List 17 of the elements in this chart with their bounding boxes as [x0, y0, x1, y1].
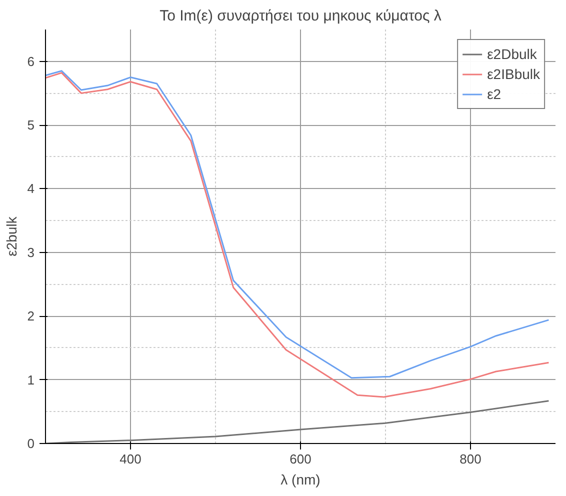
x-tick-label: 400	[120, 452, 142, 466]
y-tick-label: 6	[27, 54, 35, 69]
legend-label: ε2IBbulk	[487, 66, 540, 82]
y-tick-label: 3	[27, 244, 35, 260]
y-tick-label: 4	[27, 181, 35, 196]
y-tick-label: 1	[27, 372, 35, 388]
legend-label: ε2Dbulk	[487, 46, 537, 62]
legend-label: ε2	[487, 86, 502, 102]
x-tick-label: 800	[460, 452, 482, 466]
y-axis-title: ε2bulk	[3, 216, 20, 256]
x-tick-label: 600	[290, 452, 312, 466]
line-series	[46, 400, 550, 444]
y-tick-label: 2	[27, 308, 35, 324]
x-axis-title: λ (nm)	[280, 472, 320, 488]
chart-title: Το Im(ε) συναρτήσει του μηκους κύματος λ	[160, 8, 442, 24]
y-tick-label: 0	[27, 436, 35, 451]
y-tick-label: 5	[27, 118, 35, 133]
